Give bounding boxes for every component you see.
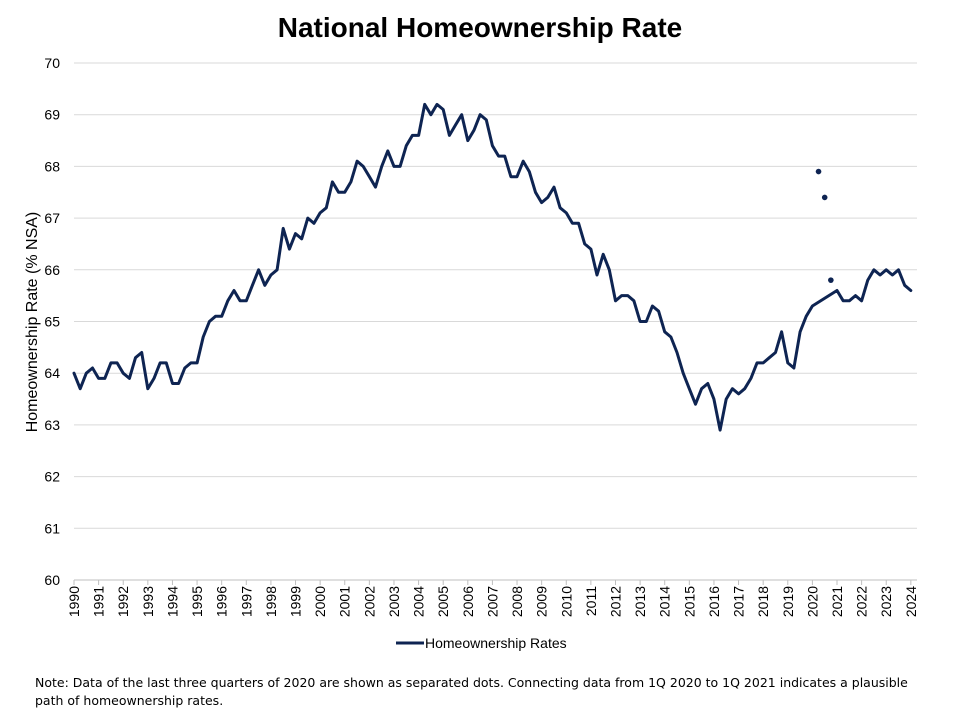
dots-layer <box>815 168 834 283</box>
legend: Homeownership Rates <box>396 635 567 651</box>
y-tick-label: 67 <box>44 210 60 226</box>
legend-label: Homeownership Rates <box>425 635 567 651</box>
y-axis-ticks: 60 61 62 63 64 65 66 67 68 69 70 <box>44 55 60 588</box>
x-tick-label: 2019 <box>780 586 796 617</box>
x-tick-label: 2004 <box>411 586 427 617</box>
x-axis-ticks: 1990 1991 1992 1993 1994 1995 1996 1997 1998 1999… <box>66 580 919 617</box>
x-tick-label: 2001 <box>337 586 353 617</box>
x-tick-label: 2018 <box>755 586 771 617</box>
x-tick-label: 2022 <box>854 586 870 617</box>
x-tick-label: 2012 <box>607 586 623 617</box>
x-tick-label: 1998 <box>263 586 279 617</box>
y-tick-label: 62 <box>44 469 60 485</box>
homeownership-rate-line <box>72 102 913 432</box>
x-tick-label: 1995 <box>189 586 205 617</box>
series-layer <box>72 102 913 432</box>
x-tick-label: 2006 <box>460 586 476 617</box>
y-tick-label: 65 <box>44 314 60 330</box>
y-axis-label: Homeownership Rate (% NSA) <box>24 212 41 433</box>
y-tick-label: 70 <box>44 55 60 71</box>
x-tick-label: 2013 <box>632 586 648 617</box>
y-tick-label: 63 <box>44 417 60 433</box>
y-tick-label: 61 <box>44 520 60 536</box>
x-tick-label: 2002 <box>361 586 377 617</box>
x-tick-label: 1993 <box>140 586 156 617</box>
x-tick-label: 2021 <box>829 586 845 617</box>
x-tick-label: 2014 <box>657 586 673 617</box>
y-tick-label: 68 <box>44 158 60 174</box>
x-tick-label: 2005 <box>435 586 451 617</box>
chart-note: Note: Data of the last three quarters of… <box>35 675 908 708</box>
x-tick-label: 2017 <box>731 586 747 617</box>
gridlines <box>74 62 917 529</box>
x-tick-label: 1991 <box>91 586 107 617</box>
x-tick-label: 1990 <box>66 586 82 617</box>
x-tick-label: 2000 <box>312 586 328 617</box>
x-tick-label: 2016 <box>706 586 722 617</box>
x-tick-label: 1994 <box>164 586 180 617</box>
separated-data-point <box>821 194 828 201</box>
x-tick-label: 1999 <box>288 586 304 617</box>
x-tick-label: 2015 <box>681 586 697 617</box>
y-tick-label: 66 <box>44 262 60 278</box>
x-tick-label: 1996 <box>214 586 230 617</box>
x-tick-label: 2020 <box>804 586 820 617</box>
x-tick-label: 2008 <box>509 586 525 617</box>
separated-data-point <box>815 168 822 175</box>
x-tick-label: 1997 <box>238 586 254 617</box>
x-tick-label: 2009 <box>534 586 550 617</box>
separated-data-point <box>828 277 834 283</box>
x-tick-label: 2003 <box>386 586 402 617</box>
y-tick-label: 60 <box>44 572 60 588</box>
y-tick-label: 69 <box>44 107 60 123</box>
x-tick-label: 2010 <box>558 586 574 617</box>
x-tick-label: 2007 <box>484 586 500 617</box>
y-tick-label: 64 <box>44 365 60 381</box>
x-tick-label: 2024 <box>903 586 919 617</box>
chart-title: National Homeownership Rate <box>277 12 683 43</box>
x-tick-label: 2023 <box>878 586 894 617</box>
x-tick-label: 2011 <box>583 586 599 616</box>
x-tick-label: 1992 <box>115 586 131 617</box>
